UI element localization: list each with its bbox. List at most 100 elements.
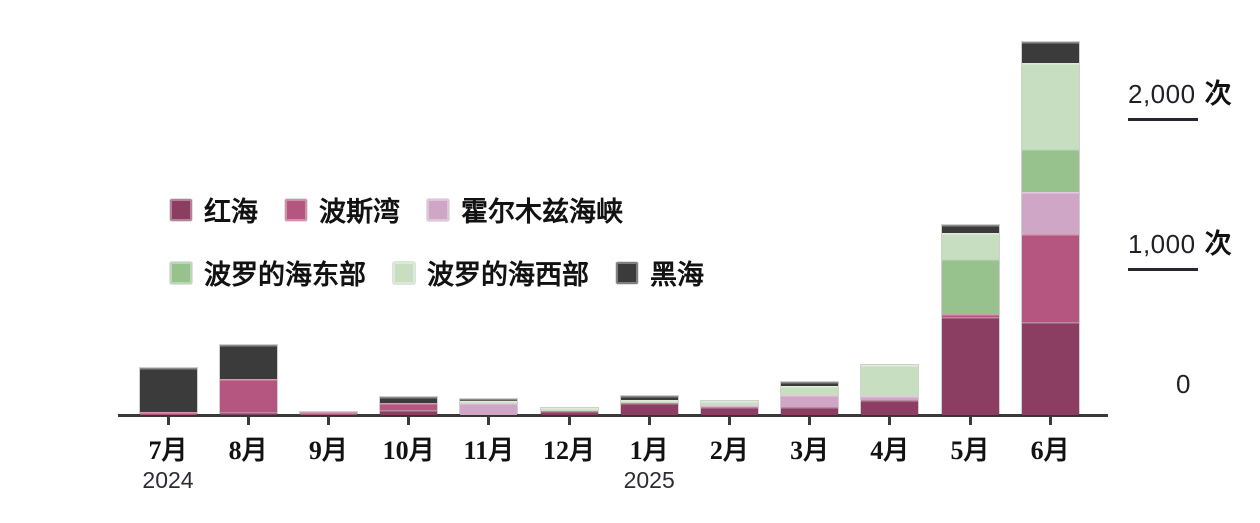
legend-item-黑海: 黑海 xyxy=(616,253,704,292)
bar-segment-红海 xyxy=(1021,321,1079,415)
bar-segment-霍尔木兹海峡 xyxy=(460,403,518,415)
bar-segment-红海 xyxy=(540,410,598,415)
x-axis-tick xyxy=(567,417,571,425)
bar-segment-霍尔木兹海峡 xyxy=(1021,191,1079,234)
y-tick-line xyxy=(1128,117,1198,121)
bar-segment-黑海 xyxy=(460,398,518,401)
legend-item-霍尔木兹海峡: 霍尔木兹海峡 xyxy=(427,190,623,229)
y-tick-unit: 次 xyxy=(1204,229,1232,259)
x-axis-label: 4月 xyxy=(870,436,910,465)
bar-2月 xyxy=(699,399,759,416)
x-axis-year-label: 2024 xyxy=(142,467,194,493)
legend-item-波罗的海西部: 波罗的海西部 xyxy=(393,253,589,292)
x-axis-label: 3月 xyxy=(790,436,830,465)
bar-segment-波斯湾 xyxy=(941,314,999,318)
y-axis-tick: 1,000 次 xyxy=(1128,222,1232,271)
bar-segment-红海 xyxy=(861,399,919,415)
legend: 红海 波斯湾 霍尔木兹海峡波罗的海东部 波罗的海西部 黑海 xyxy=(170,190,731,292)
legend-label: 霍尔木兹海峡 xyxy=(461,197,623,227)
x-axis-year-label: 2025 xyxy=(623,467,675,493)
bar-12月 xyxy=(539,406,599,416)
bar-segment-波罗的海西部 xyxy=(1021,63,1079,149)
bar-segment-波罗的海西部 xyxy=(941,233,999,259)
x-axis-tick xyxy=(647,417,651,425)
x-axis-label: 1月 xyxy=(629,436,669,465)
bar-segment-红海 xyxy=(299,413,357,415)
legend-label: 黑海 xyxy=(650,260,704,290)
bar-segment-波罗的海西部 xyxy=(540,407,598,411)
bar-segment-霍尔木兹海峡 xyxy=(781,395,839,407)
y-tick-value: 2,000 xyxy=(1128,78,1196,109)
legend-item-波斯湾: 波斯湾 xyxy=(285,190,400,229)
x-axis-label: 5月 xyxy=(950,436,990,465)
bar-segment-黑海 xyxy=(941,224,999,234)
legend-row: 红海 波斯湾 霍尔木兹海峡 xyxy=(170,190,731,229)
bar-segment-黑海 xyxy=(781,381,839,386)
y-tick-value: 0 xyxy=(1176,368,1191,399)
x-axis-line xyxy=(118,414,1108,417)
x-axis-tick xyxy=(888,417,892,425)
bar-segment-红海 xyxy=(219,411,277,415)
x-axis-tick xyxy=(968,417,972,425)
legend-label: 红海 xyxy=(204,197,258,227)
bar-1月 xyxy=(619,394,679,416)
y-axis-tick: 0 xyxy=(1176,369,1191,400)
bar-segment-波斯湾 xyxy=(1021,233,1079,322)
bar-segment-黑海 xyxy=(139,367,197,413)
x-axis-label: 8月 xyxy=(228,436,268,465)
x-axis-label: 9月 xyxy=(308,436,348,465)
bar-segment-红海 xyxy=(620,403,678,415)
bar-segment-红海 xyxy=(941,317,999,415)
legend-label: 波斯湾 xyxy=(319,197,400,227)
bar-segment-波罗的海西部 xyxy=(781,386,839,395)
x-axis-tick xyxy=(808,417,812,425)
bar-9月 xyxy=(298,410,358,416)
y-tick-unit: 次 xyxy=(1204,78,1232,109)
legend-swatch xyxy=(427,198,449,221)
bar-segment-波罗的海西部 xyxy=(861,364,919,396)
x-axis-label: 12月 xyxy=(542,436,595,465)
x-axis-tick xyxy=(326,417,330,425)
bar-segment-红海 xyxy=(380,410,438,415)
legend-label: 波罗的海东部 xyxy=(204,260,366,290)
x-axis-tick xyxy=(407,417,411,425)
bar-segment-波斯湾 xyxy=(139,412,197,415)
legend-swatch xyxy=(285,198,307,221)
y-tick-line xyxy=(1128,268,1198,271)
bar-segment-红海 xyxy=(781,407,839,415)
x-axis-tick xyxy=(166,417,170,425)
x-axis-tick xyxy=(246,417,250,425)
x-axis-label: 11月 xyxy=(463,436,515,465)
legend-row: 波罗的海东部 波罗的海西部 黑海 xyxy=(170,253,731,292)
x-axis-tick xyxy=(1048,417,1052,425)
bar-segment-波罗的海西部 xyxy=(620,400,678,404)
bar-segment-波斯湾 xyxy=(299,411,357,413)
legend-swatch xyxy=(170,261,192,284)
bar-segment-波斯湾 xyxy=(219,379,277,412)
legend-item-波罗的海东部: 波罗的海东部 xyxy=(170,253,366,292)
bar-3月 xyxy=(780,380,840,416)
legend-label: 波罗的海西部 xyxy=(427,260,589,290)
bar-11月 xyxy=(459,397,519,416)
bar-segment-波斯湾 xyxy=(380,402,438,410)
bar-segment-黑海 xyxy=(380,397,438,403)
legend-swatch xyxy=(393,261,415,284)
legend-swatch xyxy=(616,261,638,284)
bar-segment-黑海 xyxy=(1021,42,1079,64)
bar-7月 xyxy=(138,366,198,416)
bar-8月 xyxy=(218,343,278,416)
bar-10月 xyxy=(379,396,439,416)
bar-6月 xyxy=(1020,41,1080,416)
bar-5月 xyxy=(940,223,1000,416)
bar-segment-黑海 xyxy=(620,395,678,401)
bar-4月 xyxy=(860,363,920,416)
bar-segment-霍尔木兹海峡 xyxy=(700,404,758,407)
bar-segment-波罗的海西部 xyxy=(700,400,758,405)
x-axis-label: 6月 xyxy=(1030,436,1070,465)
bar-segment-波罗的海东部 xyxy=(1021,148,1079,192)
x-axis-tick xyxy=(487,417,491,425)
bar-segment-黑海 xyxy=(219,344,277,380)
bar-segment-波罗的海西部 xyxy=(460,400,518,404)
